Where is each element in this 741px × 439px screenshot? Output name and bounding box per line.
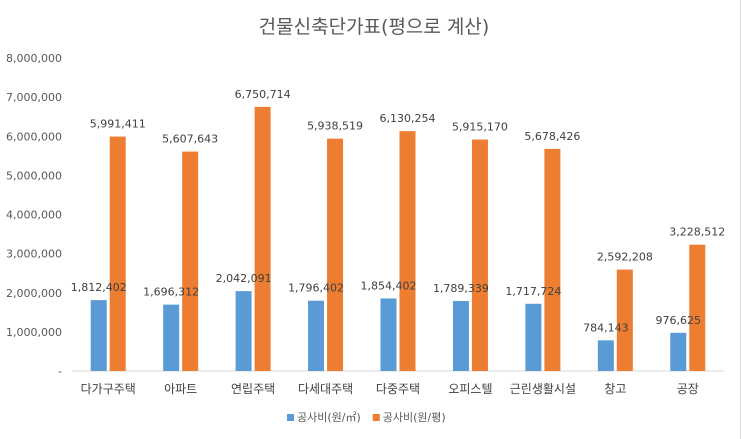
data-labels: 1,812,402 5,991,411 1,696,312 5,607,643 2,04… — [71, 88, 726, 334]
y-tick-label: 6,000,000 — [6, 130, 62, 143]
bars — [90, 106, 706, 372]
data-label: 784,143 — [583, 321, 629, 334]
data-label: 976,625 — [656, 314, 702, 327]
data-label: 2,592,208 — [597, 251, 653, 264]
bar-cost-per-sqm — [308, 300, 325, 371]
y-tick-label: - — [58, 365, 62, 378]
bar-cost-per-pyeong — [327, 138, 344, 371]
category-label: 연립주택 — [231, 382, 275, 396]
legend-swatch — [372, 414, 380, 421]
data-label: 1,796,402 — [288, 282, 344, 295]
legend-label: 공사비(원/평) — [383, 411, 446, 424]
category-label: 다가구주택 — [81, 382, 136, 396]
bar-cost-per-pyeong — [399, 131, 416, 371]
data-label: 3,228,512 — [669, 226, 725, 239]
y-tick-label: 4,000,000 — [6, 209, 62, 222]
data-label: 1,696,312 — [143, 286, 199, 299]
bar-cost-per-sqm — [380, 298, 397, 371]
bar-cost-per-sqm — [525, 303, 542, 371]
bar-cost-per-sqm — [670, 332, 687, 371]
y-tick-label: 5,000,000 — [6, 169, 62, 182]
bar-cost-per-sqm — [597, 340, 614, 371]
y-tick-label: 1,000,000 — [6, 326, 62, 339]
data-label: 5,915,170 — [452, 121, 508, 134]
data-label: 5,991,411 — [90, 118, 146, 131]
y-tick-label: 7,000,000 — [6, 91, 62, 104]
chart-title: 건물신축단가표(평으로 계산) — [259, 16, 490, 38]
data-label: 5,607,643 — [162, 133, 218, 146]
category-label: 다중주택 — [376, 382, 420, 396]
bar-cost-per-pyeong — [182, 151, 199, 371]
y-tick-label: 2,000,000 — [6, 287, 62, 300]
data-label: 2,042,091 — [216, 272, 272, 285]
category-label: 공장 — [677, 382, 699, 396]
legend: 공사비(원/㎡) 공사비(원/평) — [287, 411, 446, 424]
data-label: 6,750,714 — [235, 88, 291, 101]
data-label: 1,812,402 — [71, 281, 127, 294]
bar-cost-per-pyeong — [109, 136, 126, 371]
category-label: 다세대주택 — [298, 382, 353, 396]
category-label: 오피스텔 — [448, 382, 492, 396]
y-tick-label: 8,000,000 — [6, 52, 62, 65]
bar-cost-per-sqm — [452, 300, 469, 371]
data-label: 1,789,339 — [433, 282, 489, 295]
legend-label: 공사비(원/㎡) — [297, 411, 361, 424]
category-labels: 다가구주택 아파트 연립주택 다세대주택 다중주택 오피스텔 근린생활시설 창고 공장 — [81, 382, 699, 396]
bar-cost-per-pyeong — [616, 269, 633, 371]
bar-cost-per-sqm — [235, 291, 252, 371]
y-tick-label: 3,000,000 — [6, 248, 62, 261]
bar-cost-per-pyeong — [471, 139, 488, 371]
data-label: 5,938,519 — [307, 120, 363, 133]
bar-cost-per-pyeong — [544, 148, 561, 371]
bar-cost-per-sqm — [163, 304, 180, 371]
category-label: 근린생활시설 — [510, 382, 576, 396]
data-label: 6,130,254 — [380, 112, 436, 125]
legend-swatch — [287, 414, 294, 421]
y-axis-tick-labels: - 1,000,000 2,000,000 3,000,000 4,000,000 5,0… — [6, 52, 62, 378]
data-label: 1,854,402 — [361, 279, 417, 292]
bar-cost-per-pyeong — [689, 244, 706, 371]
bar-cost-per-sqm — [90, 300, 107, 371]
category-label: 아파트 — [164, 382, 197, 396]
bar-cost-per-pyeong — [254, 106, 271, 372]
data-label: 1,717,724 — [505, 285, 561, 298]
data-label: 5,678,426 — [524, 130, 580, 143]
category-label: 창고 — [604, 382, 626, 396]
